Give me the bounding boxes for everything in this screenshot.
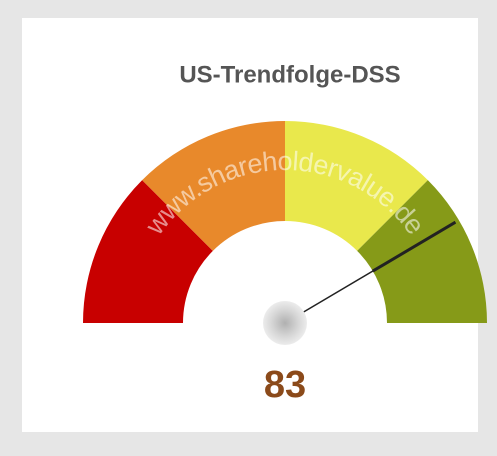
gauge-band xyxy=(83,180,213,323)
chart-title: US-Trendfolge-DSS xyxy=(179,61,400,88)
gauge-band xyxy=(142,121,285,251)
gauge-value: 83 xyxy=(264,364,306,406)
gauge-band xyxy=(357,180,487,323)
gauge-band xyxy=(285,121,428,251)
needle-hub xyxy=(263,301,307,345)
needle-tip xyxy=(372,220,457,273)
